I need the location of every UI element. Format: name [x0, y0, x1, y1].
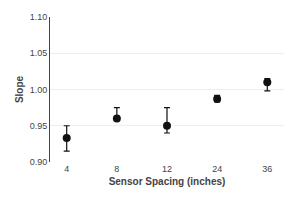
svg-text:1.10: 1.10: [30, 12, 48, 22]
svg-text:Slope: Slope: [14, 75, 25, 103]
svg-text:24: 24: [212, 164, 222, 174]
svg-text:Sensor Spacing (inches): Sensor Spacing (inches): [109, 176, 226, 187]
svg-text:12: 12: [162, 164, 172, 174]
svg-text:8: 8: [114, 164, 119, 174]
svg-text:36: 36: [262, 164, 272, 174]
svg-text:4: 4: [64, 164, 69, 174]
svg-text:1.05: 1.05: [30, 48, 48, 58]
svg-text:0.95: 0.95: [30, 121, 48, 131]
svg-text:1.00: 1.00: [30, 85, 48, 95]
svg-text:0.90: 0.90: [30, 157, 48, 167]
